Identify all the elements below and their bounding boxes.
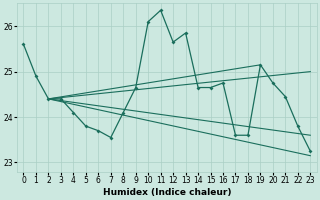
X-axis label: Humidex (Indice chaleur): Humidex (Indice chaleur) xyxy=(103,188,231,197)
